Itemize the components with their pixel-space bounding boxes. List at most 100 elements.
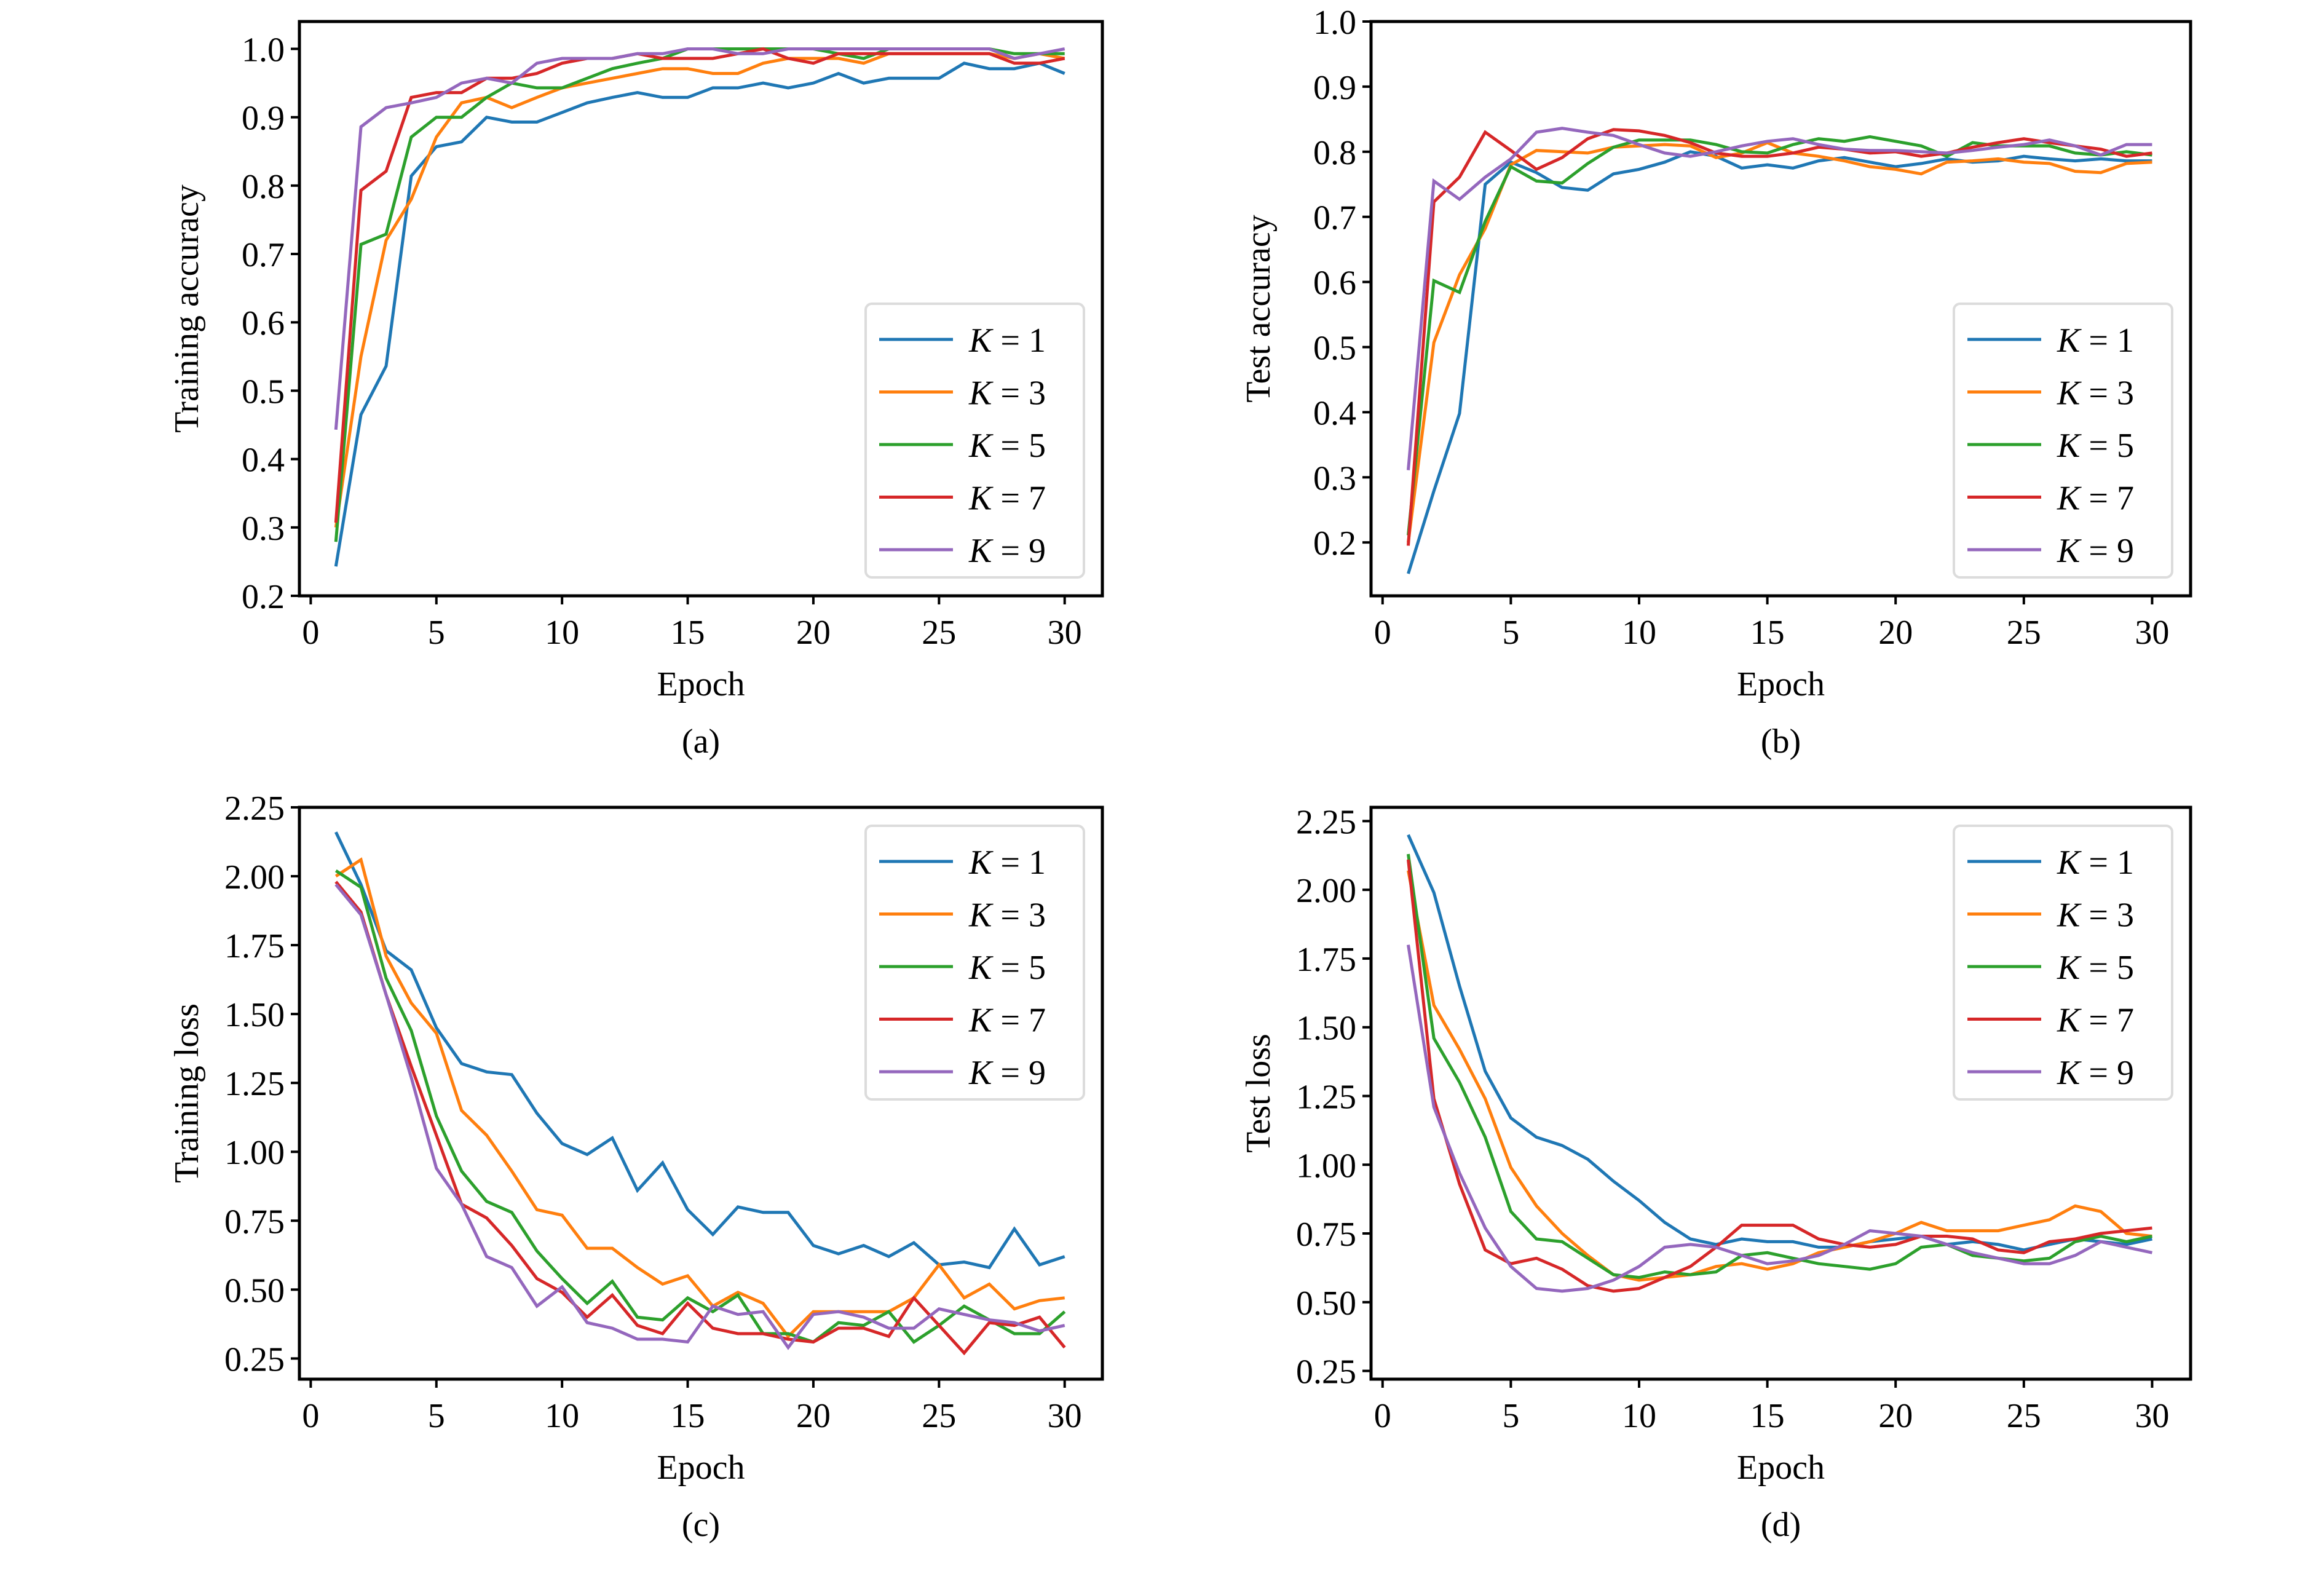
legend-label: K = 3 (968, 374, 1046, 413)
y-tick-label: 0.7 (242, 236, 285, 274)
legend-item: K = 3 (879, 374, 1046, 413)
x-tick-label: 0 (1374, 1397, 1391, 1435)
x-tick-label: 25 (2007, 1397, 2041, 1435)
x-tick-label: 25 (922, 614, 956, 652)
series-line-k1 (334, 61, 1065, 567)
y-tick-label: 1.00 (224, 1134, 285, 1172)
legend-label: K = 3 (2057, 896, 2134, 935)
legend-item: K = 1 (879, 322, 1046, 360)
x-tick-label: 30 (2135, 1397, 2169, 1435)
legend-item: K = 7 (1967, 1002, 2134, 1040)
legend-item: K = 5 (1967, 427, 2134, 465)
x-tick-label: 10 (1622, 1397, 1656, 1435)
legend-item: K = 7 (879, 480, 1046, 518)
legend-label: K = 3 (968, 896, 1046, 935)
y-tick-label: 0.3 (1313, 459, 1356, 497)
y-axis-label: Training loss (168, 1003, 206, 1183)
chart-training-loss: 0 5 10 15 20 25 30 0.25 0.50 0.75 1.00 1.25 1.50 1.75… (168, 790, 1104, 1544)
legend-item: K = 9 (1967, 532, 2134, 570)
series-line-k7 (334, 881, 1066, 1356)
series-line-k1 (334, 831, 1065, 1270)
y-tick-label: 0.6 (1313, 264, 1356, 303)
panel-a: 0 5 10 15 20 25 30 0.2 0.3 0.4 0.5 0.6 0.7 0.8 0.9 1.0 E… (0, 0, 1162, 790)
y-tick-label: 1.50 (1296, 1010, 1356, 1048)
y-axis-label: Test loss (1239, 1034, 1278, 1153)
y-tick-label: 0.50 (224, 1272, 285, 1310)
x-tick-label: 5 (1502, 1397, 1519, 1435)
legend-label: K = 9 (968, 1054, 1046, 1092)
series-line-k5 (1407, 853, 2152, 1280)
legend-box (1953, 303, 2173, 579)
series-line-k1 (1407, 150, 2152, 574)
legend-label: K = 7 (2057, 1002, 2134, 1040)
panel-b: 0 5 10 15 20 25 30 0.2 0.3 0.4 0.5 0.6 0.7 0.8 0.9 1.0 E… (1061, 0, 2223, 790)
legend-box (864, 303, 1085, 579)
y-tick-label: 0.9 (242, 100, 285, 138)
plot-frame (298, 20, 1104, 598)
series-line-k9 (334, 883, 1065, 1350)
x-tick-label: 20 (796, 1397, 831, 1435)
x-tick-label: 25 (922, 1397, 956, 1435)
legend-label: K = 1 (2057, 844, 2134, 882)
x-tick-label: 5 (1502, 614, 1519, 652)
legend-item: K = 3 (879, 896, 1046, 935)
legend-item: K = 1 (879, 844, 1046, 882)
legend-label: K = 1 (2057, 322, 2134, 360)
panel-caption: (a) (682, 722, 720, 761)
plot-frame (1369, 805, 2192, 1381)
series-line-k3 (334, 857, 1065, 1339)
y-tick-label: 0.3 (242, 510, 285, 548)
legend-item: K = 5 (879, 427, 1046, 465)
y-tick-label: 0.50 (1296, 1284, 1356, 1323)
legend-item: K = 9 (879, 532, 1046, 570)
legend: K = 1 K = 3 K = 5 K = 7 K = 9 (1953, 303, 2173, 579)
chart-training-accuracy: 0 5 10 15 20 25 30 0.2 0.3 0.4 0.5 0.6 0.7 0.8 0.9 1.0 E… (168, 20, 1104, 761)
legend-label: K = 7 (2057, 480, 2134, 518)
y-tick-label: 1.00 (1296, 1147, 1356, 1185)
legend-item: K = 1 (1967, 844, 2134, 882)
chart-test-loss: 0 5 10 15 20 25 30 0.25 0.50 0.75 1.00 1.25 1.50 1.75… (1239, 803, 2192, 1544)
y-tick-label: 1.75 (224, 927, 285, 965)
x-tick-label: 0 (302, 1397, 319, 1435)
y-tick-label: 0.7 (1313, 199, 1356, 237)
chart-test-accuracy: 0 5 10 15 20 25 30 0.2 0.3 0.4 0.5 0.6 0.7 0.8 0.9 1.0 E… (1239, 4, 2192, 761)
x-tick-label: 30 (2135, 614, 2169, 652)
legend-item: K = 7 (879, 1002, 1046, 1040)
y-tick-label: 1.25 (1296, 1078, 1356, 1116)
x-tick-label: 5 (428, 614, 445, 652)
legend-label: K = 3 (2057, 374, 2134, 413)
series-line-k9 (334, 47, 1065, 430)
x-tick-label: 30 (1048, 1397, 1082, 1435)
legend: K = 1 K = 3 K = 5 K = 7 K = 9 (864, 825, 1085, 1101)
y-tick-label: 0.9 (1313, 69, 1356, 107)
series-line-k5 (334, 869, 1066, 1344)
y-tick-label: 2.00 (224, 858, 285, 896)
x-tick-label: 30 (1048, 614, 1082, 652)
legend-box (1953, 825, 2173, 1101)
legend-label: K = 5 (2057, 949, 2134, 987)
plot-frame (298, 805, 1104, 1381)
y-tick-label: 2.25 (1296, 803, 1356, 841)
y-tick-label: 1.75 (1296, 941, 1356, 979)
series-line-k5 (1407, 135, 2152, 536)
panel-caption: (b) (1761, 722, 1801, 761)
legend-label: K = 9 (2057, 532, 2134, 570)
y-tick-label: 0.5 (242, 373, 285, 411)
legend-label: K = 5 (968, 949, 1046, 987)
legend-label: K = 1 (968, 844, 1046, 882)
y-axis-label: Training accuracy (168, 184, 206, 433)
x-tick-label: 15 (671, 614, 705, 652)
series-group (1407, 834, 2152, 1293)
legend-label: K = 9 (968, 532, 1046, 570)
series-line-k1 (1407, 834, 2152, 1252)
x-tick-label: 15 (1750, 1397, 1785, 1435)
series-group (334, 831, 1066, 1356)
series-line-k7 (1407, 859, 2152, 1293)
series-line-k3 (1407, 870, 2152, 1282)
legend-item: K = 3 (1967, 374, 2134, 413)
y-tick-label: 0.6 (242, 304, 285, 342)
y-tick-label: 2.00 (1296, 872, 1356, 910)
y-tick-label: 0.2 (1313, 524, 1356, 563)
y-tick-label: 0.25 (1296, 1353, 1356, 1391)
x-tick-label: 15 (1750, 614, 1785, 652)
